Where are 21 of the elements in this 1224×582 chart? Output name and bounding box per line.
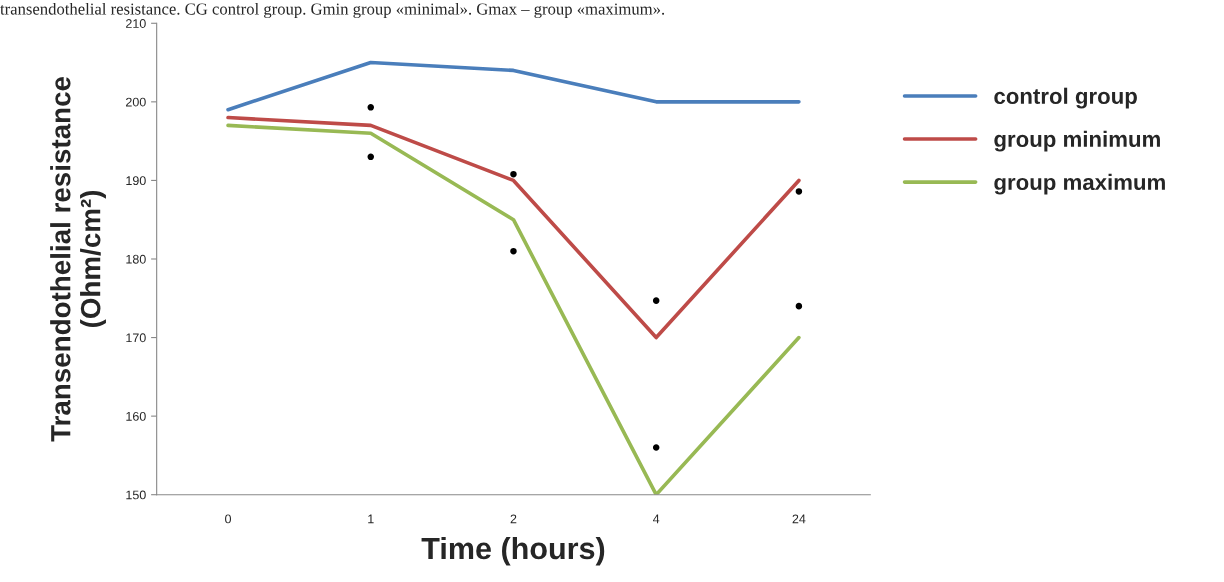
- legend-label: group minimum: [994, 130, 1160, 152]
- y-tick-label: 160: [126, 411, 146, 421]
- y-tick-label: 170: [126, 333, 146, 343]
- x-axis-title: Time (hours): [421, 536, 605, 566]
- line-series: [226, 60, 801, 112]
- y-tick-label: 200: [126, 97, 146, 107]
- x-tick-label: 24: [792, 514, 806, 524]
- y-tick-label: 150: [126, 490, 146, 500]
- line-series: [226, 115, 801, 340]
- y-tick-label: 210: [126, 19, 146, 28]
- x-tick-label: 0: [225, 514, 232, 524]
- line-series: [226, 123, 801, 495]
- x-tick-label: 2: [510, 514, 517, 524]
- chart-title: transendothelial resistance. CG control group. Gmin group «minimal». Gmax – group «maximum».: [0, 2, 665, 19]
- y-axis-title: Transendothelial resistance (Ohm/cm²): [50, 76, 106, 442]
- legend-label: control group: [994, 87, 1137, 109]
- y-tick-label: 180: [126, 254, 146, 264]
- legend-label: group maximum: [994, 173, 1165, 195]
- x-tick-label: 4: [653, 514, 660, 524]
- y-tick-label: 190: [126, 176, 146, 186]
- x-tick-label: 1: [368, 514, 374, 524]
